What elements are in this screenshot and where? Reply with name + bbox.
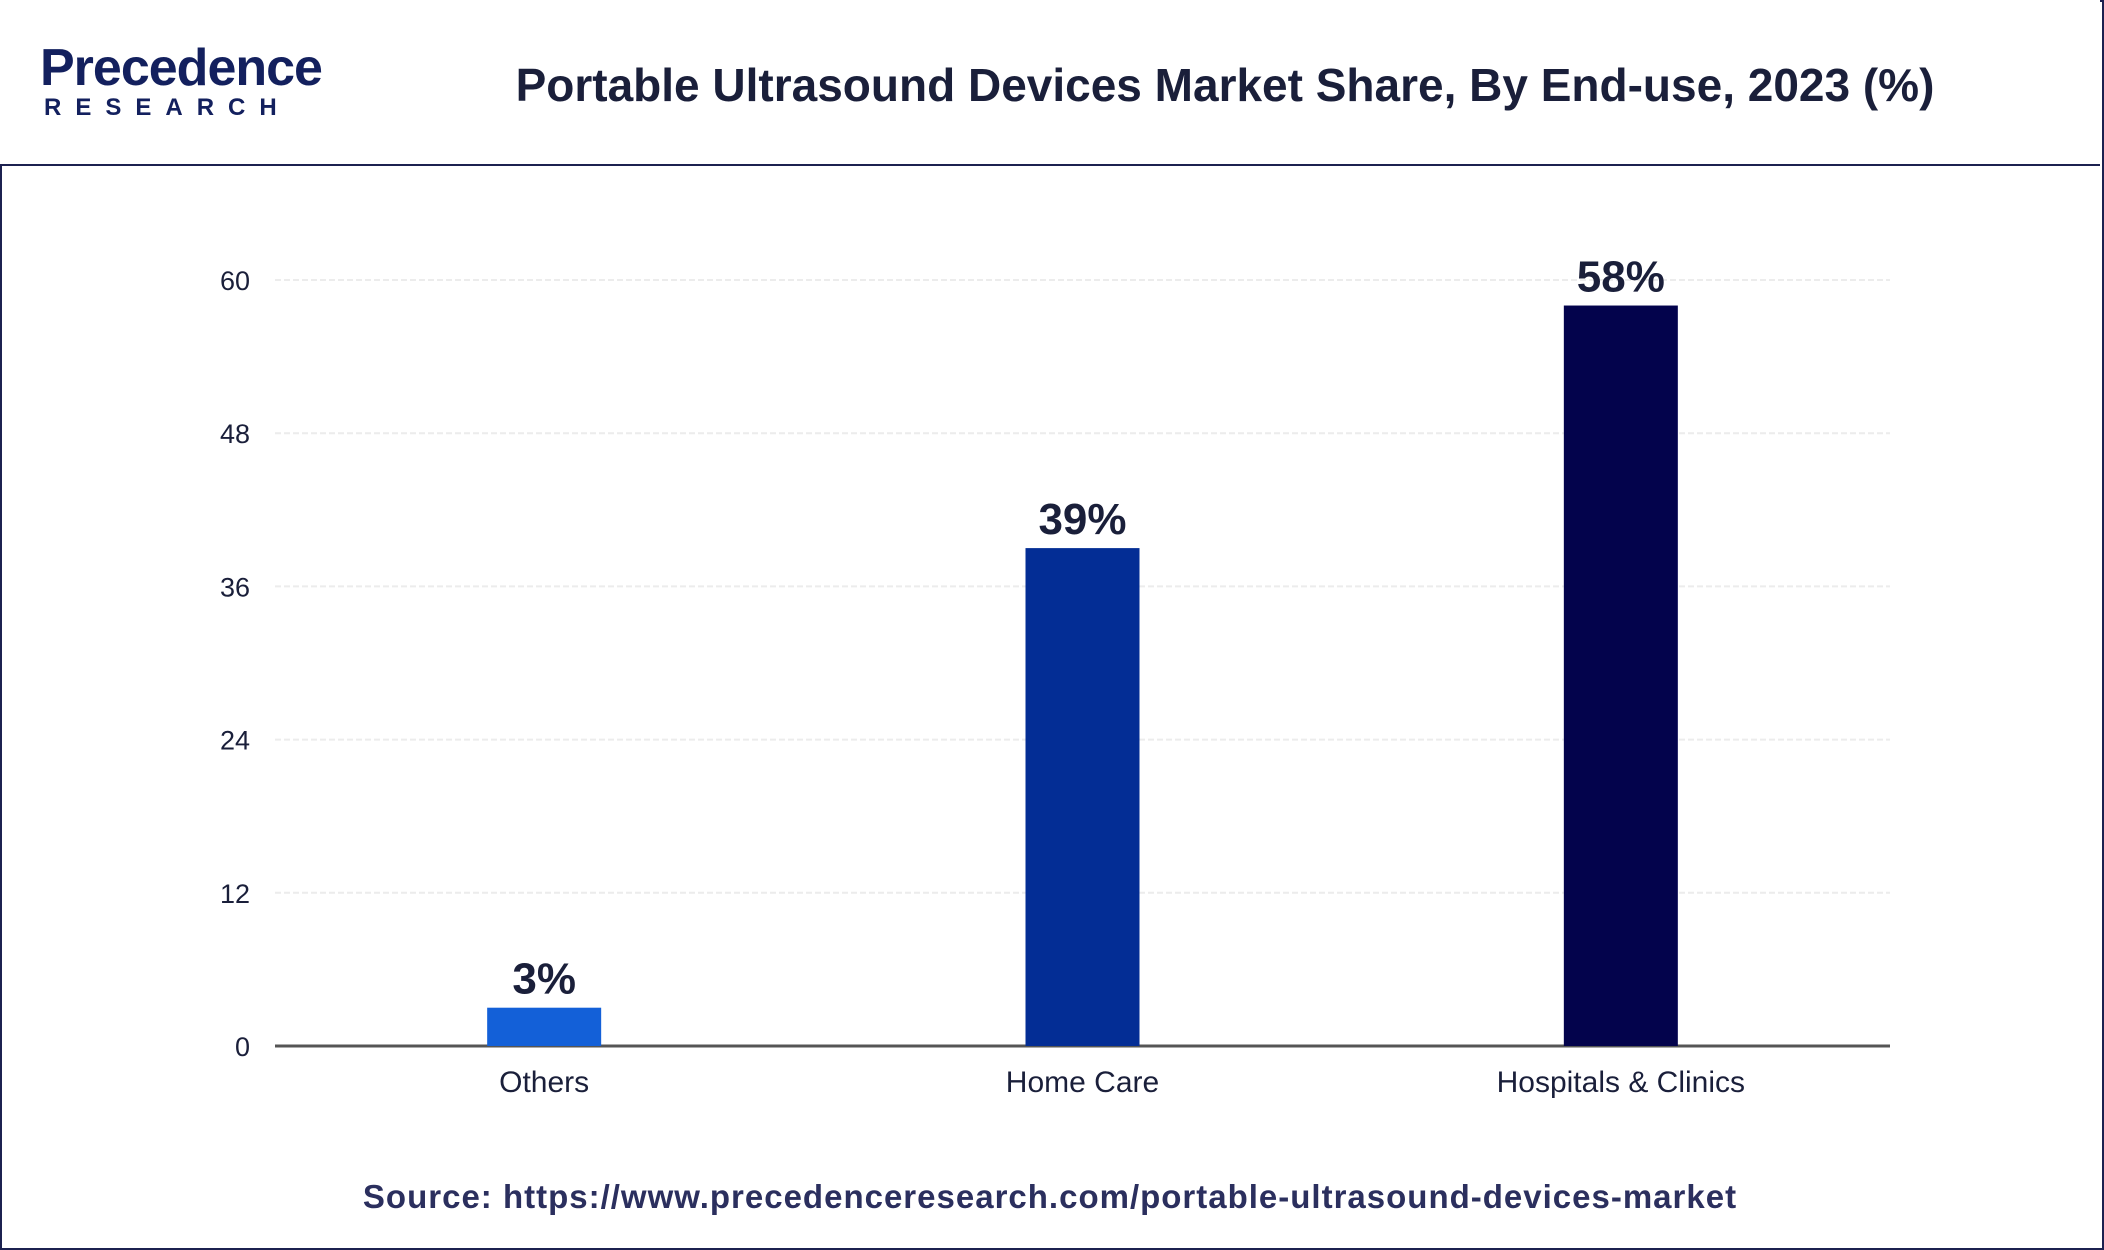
data-label: 3% — [512, 955, 576, 1004]
chart-title: Portable Ultrasound Devices Market Share… — [515, 59, 1935, 111]
y-tick-label: 48 — [220, 419, 250, 449]
source-citation: Source: https://www.precedenceresearch.c… — [362, 1178, 1738, 1215]
y-tick-label: 36 — [220, 572, 250, 602]
logo-subtitle: RESEARCH — [44, 94, 291, 121]
y-tick-label: 12 — [220, 879, 250, 909]
y-tick-label: 0 — [235, 1032, 250, 1062]
bar-home-care — [1025, 548, 1140, 1046]
data-label: 58% — [1577, 253, 1665, 302]
bar-hospitals-clinics — [1563, 305, 1678, 1046]
y-tick-label: 24 — [220, 726, 250, 756]
data-label: 39% — [1038, 495, 1126, 544]
x-tick-label: Home Care — [1006, 1066, 1159, 1099]
x-tick-label: Hospitals & Clinics — [1497, 1066, 1745, 1099]
bar-chart: 0 12 24 36 48 60 3% Others 39% Home Care 58% Hospit… — [220, 253, 1890, 1099]
x-tick-label: Others — [499, 1066, 589, 1099]
logo-wordmark: Precedence — [40, 39, 323, 97]
bar-others — [487, 1007, 602, 1046]
header: Precedence RESEARCH Portable Ultrasound … — [0, 0, 2100, 166]
y-tick-label: 60 — [220, 266, 250, 296]
chart-area: 0 12 24 36 48 60 3% Others 39% Home Care 58% Hospit… — [0, 166, 2100, 1246]
precedence-research-logo: Precedence RESEARCH — [40, 38, 330, 128]
